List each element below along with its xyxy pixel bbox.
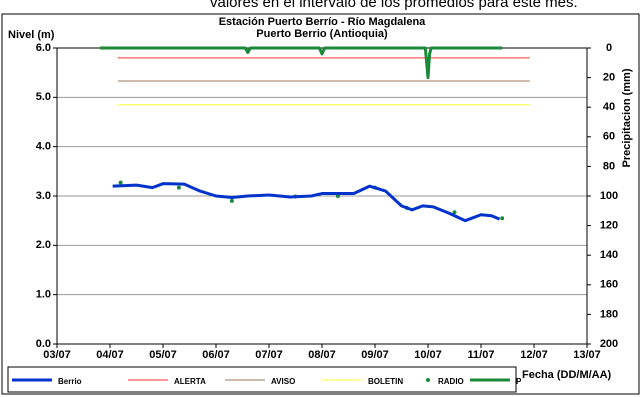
series-line xyxy=(99,46,503,80)
y-tick-label: 0.0 xyxy=(36,338,51,350)
y2-tick-label: 80 xyxy=(603,160,615,172)
y2-tick-label: 180 xyxy=(600,308,618,320)
y2-tick-label: 160 xyxy=(600,279,618,291)
legend-label: ALERTA xyxy=(174,377,206,386)
legend-label: BOLETIN xyxy=(368,377,403,386)
y-tick-label: 6.0 xyxy=(36,42,51,54)
chart-border xyxy=(1,13,640,395)
note: valores en el intervalo de los promedios… xyxy=(210,0,578,11)
y-tick-label: 5.0 xyxy=(36,91,51,103)
x-tick-label: 13/07 xyxy=(573,349,601,361)
y2-axis-label: Precipitacion (mm) xyxy=(621,68,633,167)
y2-tick-label: 60 xyxy=(603,131,615,143)
radio-point xyxy=(229,198,234,203)
x-tick-label: 08/07 xyxy=(308,349,336,361)
y2-tick-label: 20 xyxy=(603,72,615,84)
y-tick-label: 2.0 xyxy=(36,239,51,251)
series-line xyxy=(112,182,501,223)
y-tick-label: 3.0 xyxy=(36,190,51,202)
y2-tick-label: 140 xyxy=(600,249,618,261)
x-tick-label: 03/07 xyxy=(43,349,71,361)
y2-tick-label: 200 xyxy=(600,338,618,350)
radio-point xyxy=(176,185,181,190)
x-tick-label: 11/07 xyxy=(468,349,495,361)
legend xyxy=(7,366,517,393)
legend-label: RADIO xyxy=(438,377,464,386)
y2-tick-label: 120 xyxy=(600,220,618,232)
x-axis-label: Fecha (DD/M/AA) xyxy=(522,369,612,381)
legend-marker xyxy=(426,378,430,382)
chart-subtitle: Puerto Berrio (Antioquia) xyxy=(256,28,388,40)
y-axis-label: Nivel (m) xyxy=(8,29,55,41)
x-tick-label: 09/07 xyxy=(361,349,389,361)
x-tick-label: 12/07 xyxy=(520,349,548,361)
radio-point xyxy=(118,180,123,185)
y-tick-label: 4.0 xyxy=(36,141,51,153)
radio-point xyxy=(452,210,457,215)
radio-point xyxy=(500,216,505,221)
legend-label: Berrio xyxy=(58,377,82,386)
y2-tick-label: 40 xyxy=(603,101,615,113)
y2-tick-label: 100 xyxy=(600,190,618,202)
x-tick-label: 04/07 xyxy=(96,349,124,361)
y2-tick-label: 0 xyxy=(606,42,612,54)
x-tick-label: 06/07 xyxy=(202,349,230,361)
x-tick-label: 10/07 xyxy=(414,349,442,361)
x-tick-label: 07/07 xyxy=(255,349,283,361)
y-tick-label: 1.0 xyxy=(36,289,51,301)
legend-label: AVISO xyxy=(271,377,295,386)
legend-label: P xyxy=(516,377,522,386)
x-tick-label: 05/07 xyxy=(149,349,177,361)
chart-title: Estación Puerto Berrío - Río Magdalena xyxy=(219,16,426,28)
